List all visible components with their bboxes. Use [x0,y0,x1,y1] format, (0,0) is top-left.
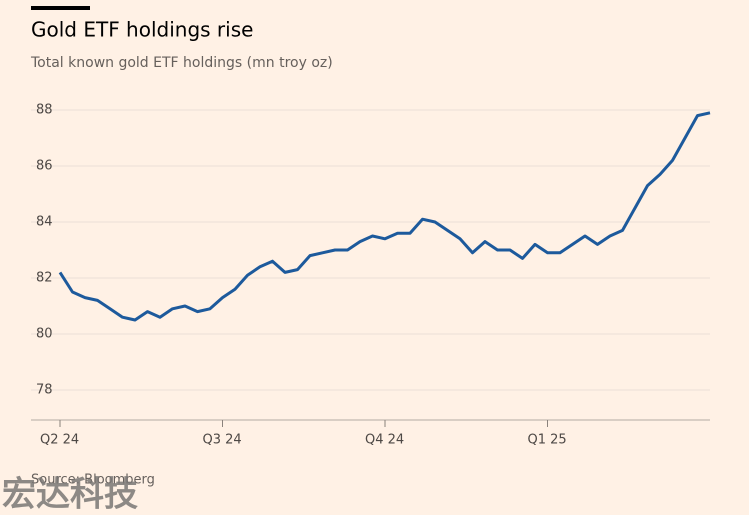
watermark: 宏达科技 [2,475,138,515]
x-tick-label: Q2 24 [40,433,79,448]
x-tick-label: Q4 24 [365,433,404,448]
source: Source: Bloomberg [31,473,155,488]
line-series [58,111,711,322]
chart-title: Gold ETF holdings rise [31,18,253,42]
y-tick-label: 82 [36,271,53,286]
y-tick-label: 88 [36,103,53,118]
y-tick-label: 86 [36,159,53,174]
chart-subtitle: Total known gold ETF holdings (mn troy o… [30,55,333,71]
y-tick-label: 84 [36,215,53,230]
y-tick-label: 80 [36,327,53,342]
y-tick-label: 78 [36,383,53,398]
x-tick-label: Q3 24 [203,433,242,448]
x-tick-label: Q1 25 [528,433,567,448]
title-bar [31,6,90,10]
